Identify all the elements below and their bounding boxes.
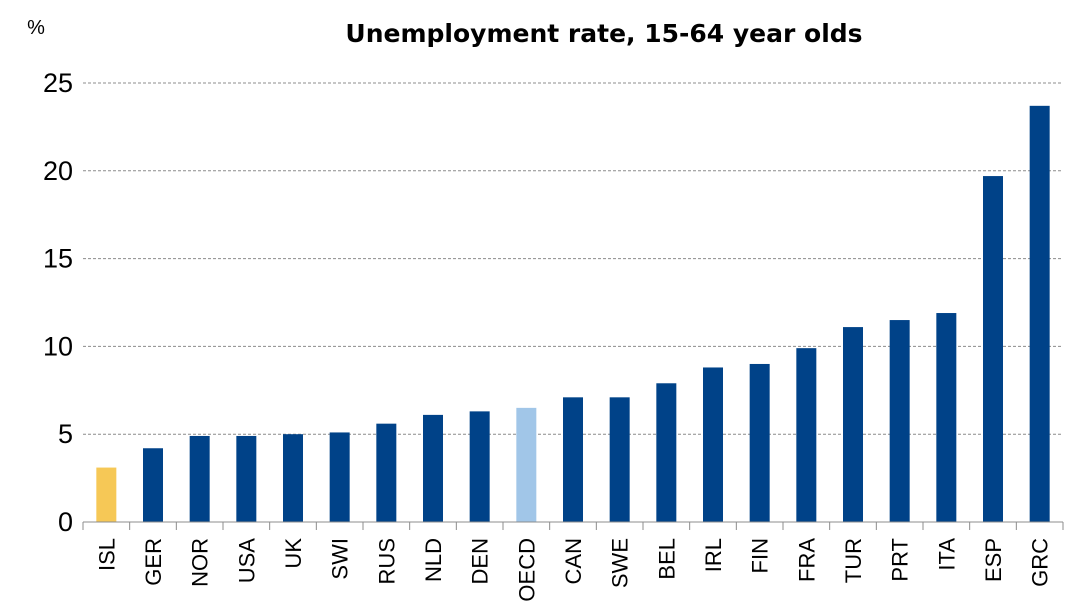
x-tick-label-fin: FIN: [748, 538, 773, 573]
x-tick-label-oecd: OECD: [514, 538, 539, 602]
y-axis-ticks: 0 5 10 15 20 25: [43, 68, 73, 537]
bar-den: [469, 411, 490, 522]
x-tick-label-irl: IRL: [701, 538, 726, 572]
x-tick-label-ger: GER: [141, 538, 166, 586]
x-tick-label-prt: PRT: [888, 538, 913, 582]
x-tick-label-den: DEN: [468, 538, 493, 584]
bar-bel: [656, 383, 677, 522]
bar-isl: [96, 467, 117, 522]
x-tick-label-swe: SWE: [608, 538, 633, 588]
x-tick-label-can: CAN: [561, 538, 586, 584]
bar-fra: [796, 348, 817, 522]
bar-ger: [143, 448, 163, 522]
x-tick-label-nor: NOR: [188, 538, 213, 587]
y-tick-label: 5: [58, 419, 73, 449]
x-tick-label-swi: SWI: [328, 538, 353, 580]
x-tick-label-tur: TUR: [841, 538, 866, 583]
x-tick-label-rus: RUS: [374, 538, 399, 584]
bar-esp: [983, 176, 1003, 522]
bar-prt: [889, 320, 910, 522]
x-tick-label-usa: USA: [234, 538, 259, 584]
gridlines: [83, 82, 1063, 435]
x-tick-label-nld: NLD: [421, 538, 446, 582]
x-tick-label-isl: ISL: [94, 538, 119, 571]
x-tick-label-fra: FRA: [794, 538, 819, 582]
bar-swe: [609, 397, 630, 522]
chart-title: Unemployment rate, 15-64 year olds: [345, 19, 862, 48]
bar-uk: [283, 434, 303, 522]
bar-oecd: [516, 407, 537, 522]
bar-rus: [376, 423, 397, 522]
y-tick-label: 10: [43, 331, 73, 361]
x-axis: [82, 521, 1064, 530]
bar-usa: [236, 435, 257, 522]
bar-irl: [703, 367, 723, 522]
y-tick-label: 20: [43, 156, 73, 186]
x-tick-label-uk: UK: [281, 538, 306, 569]
bar-nld: [423, 414, 443, 522]
bars: [96, 105, 1050, 522]
bar-grc: [1029, 105, 1050, 522]
bar-can: [563, 397, 583, 522]
bar-tur: [843, 327, 863, 522]
bar-fin: [749, 363, 770, 522]
y-axis-unit-label: %: [27, 17, 45, 39]
bar-swi: [329, 432, 350, 522]
x-tick-label-ita: ITA: [934, 538, 959, 571]
y-tick-label: 15: [43, 244, 73, 274]
x-tick-label-bel: BEL: [654, 538, 679, 580]
x-tick-label-esp: ESP: [981, 538, 1006, 582]
bar-ita: [936, 313, 957, 522]
x-axis-ticks: ISL GER NOR USA UK SWI RUS NLD DEN OECD CAN SWE BEL I…: [94, 538, 1052, 602]
y-tick-label: 25: [43, 68, 73, 98]
y-tick-label: 0: [58, 507, 73, 537]
x-tick-label-grc: GRC: [1028, 538, 1053, 587]
bar-nor: [189, 435, 210, 522]
